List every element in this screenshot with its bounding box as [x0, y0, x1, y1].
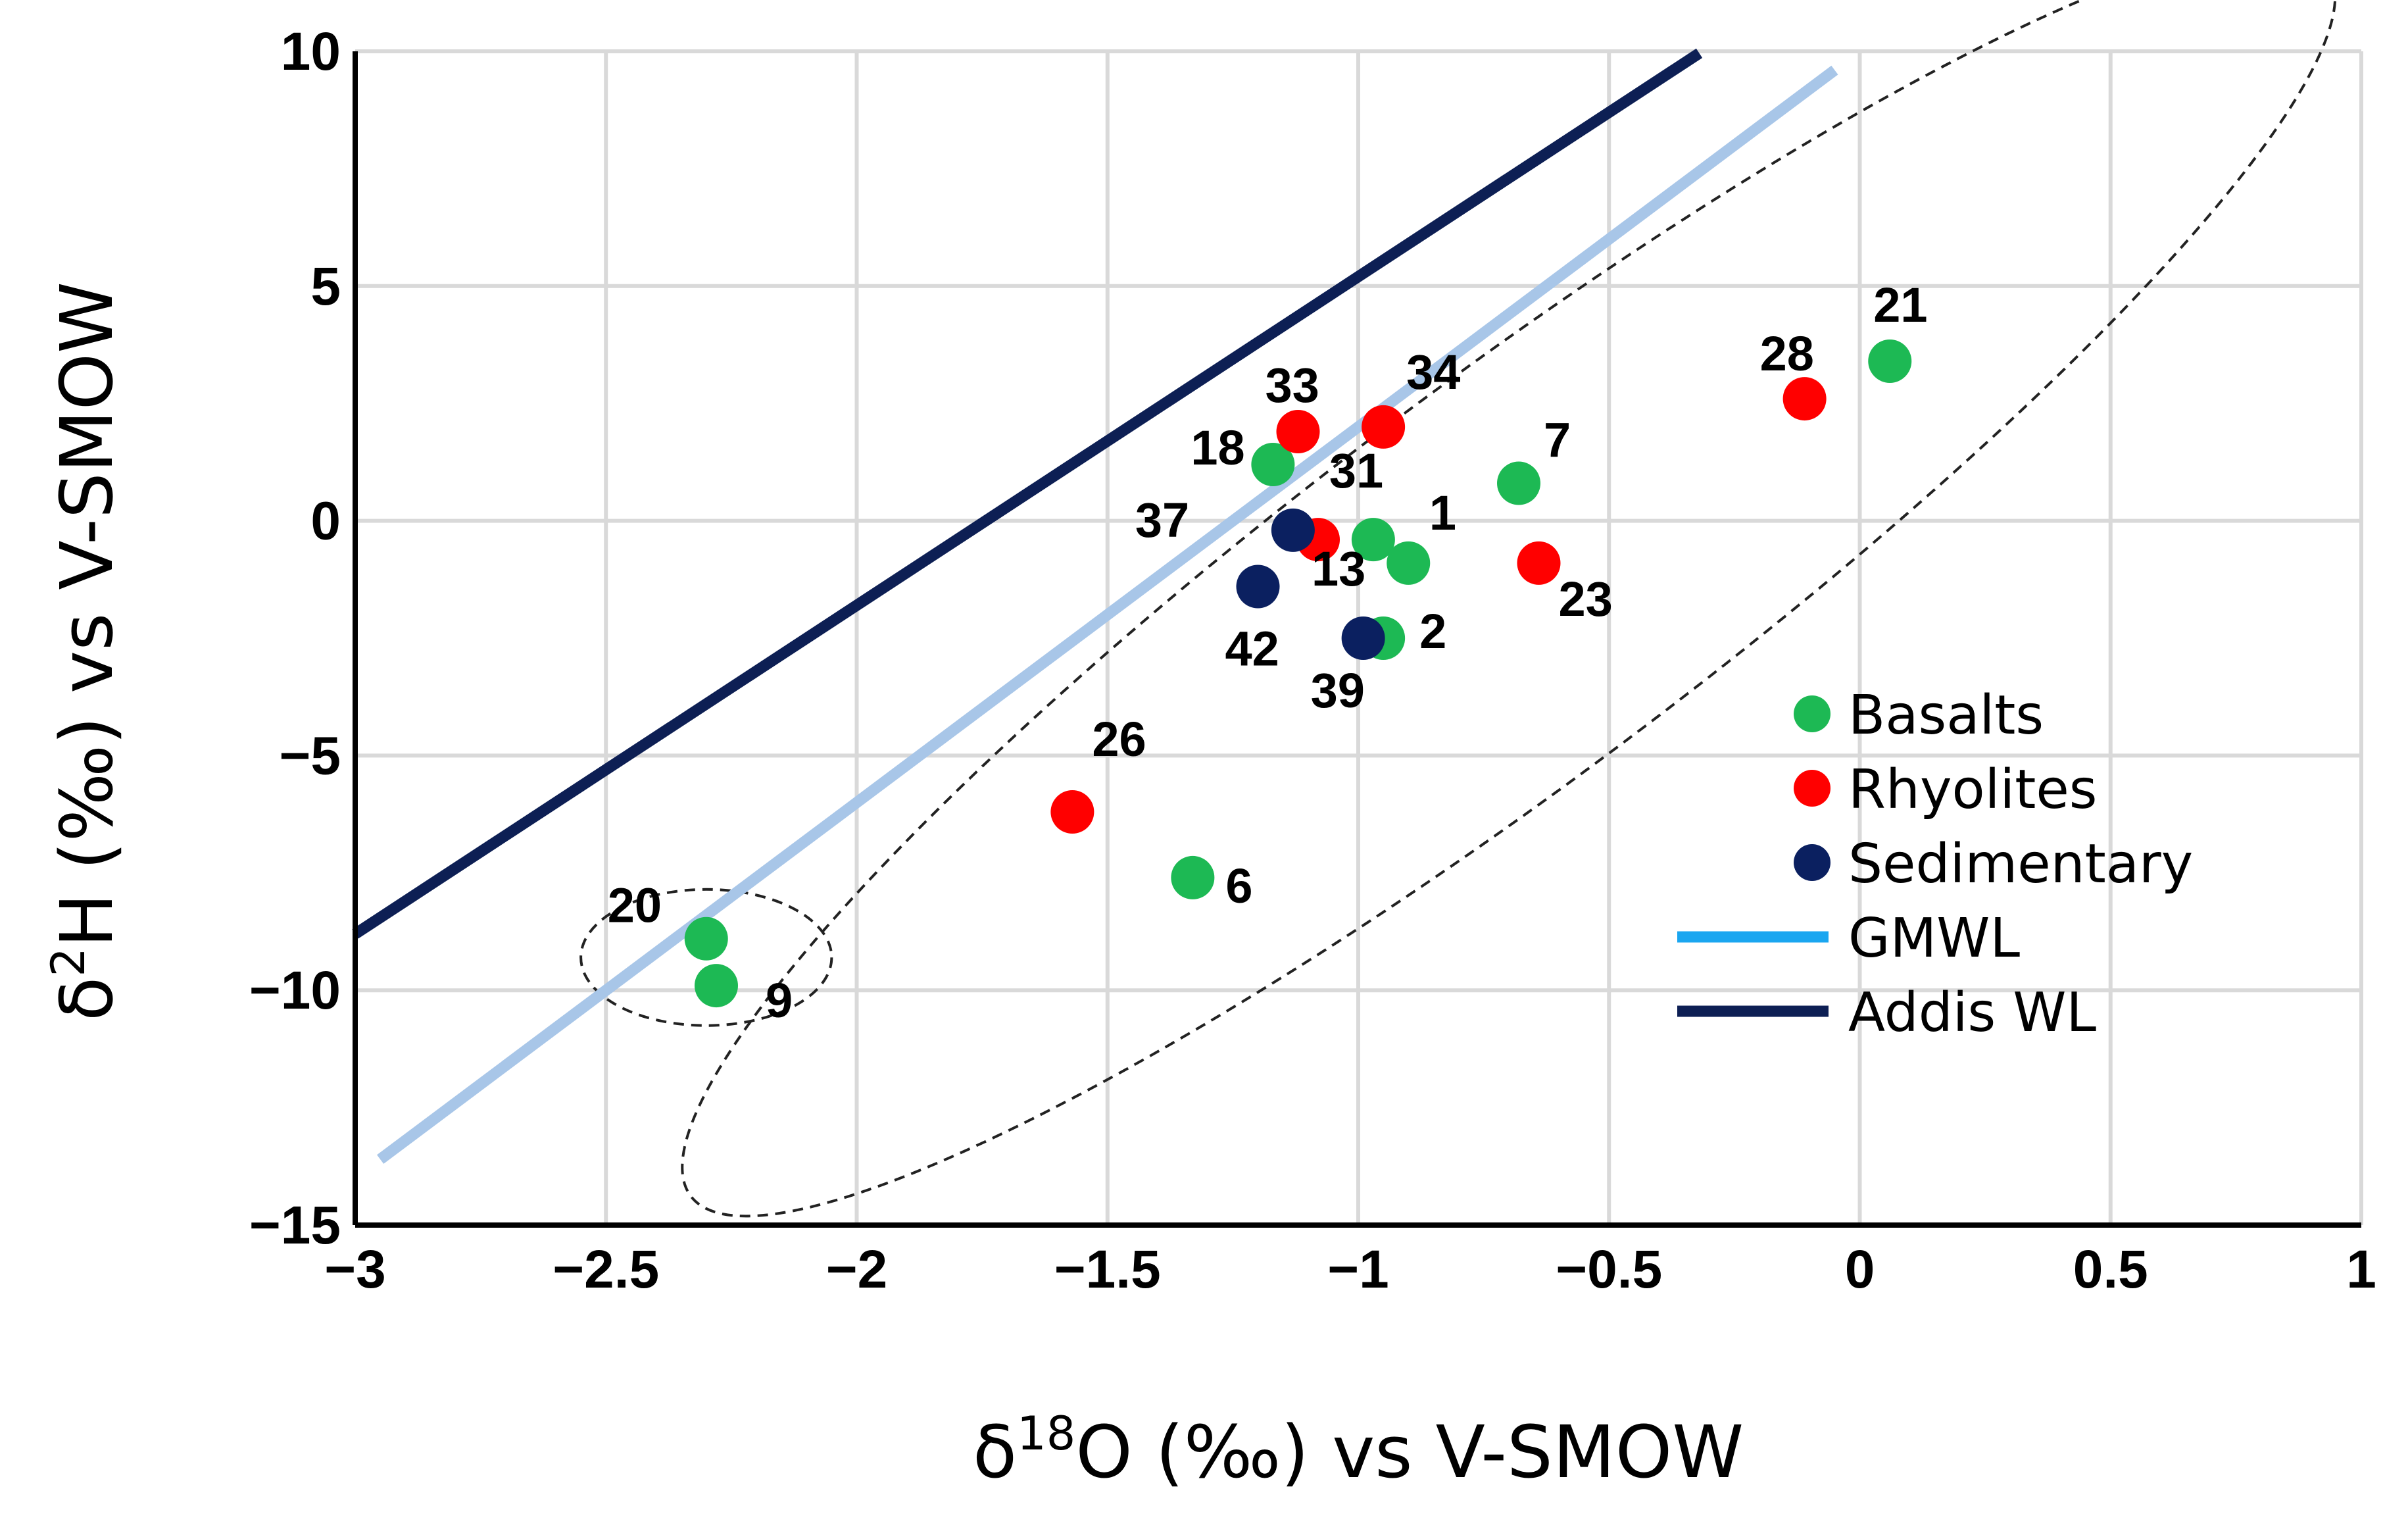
point-basalts-7 — [1497, 461, 1540, 505]
point-rhyolites-34 — [1362, 405, 1406, 449]
x-axis-title: δ18O (‰) vs V-SMOW — [973, 1407, 1744, 1494]
point-label-28: 28 — [1760, 326, 1814, 381]
point-label-26: 26 — [1092, 712, 1146, 766]
x-tick-label: −2.5 — [553, 1240, 659, 1299]
legend-marker-basalts — [1794, 695, 1831, 732]
legend-marker-sedimentary — [1794, 844, 1831, 881]
x-tick-label: 0 — [1845, 1240, 1875, 1299]
y-tick-label: 0 — [310, 491, 341, 551]
x-tick-label: −0.5 — [1556, 1240, 1662, 1299]
point-basalts-18 — [1251, 442, 1295, 486]
point-label-37: 37 — [1135, 493, 1189, 547]
point-basalts — [1387, 541, 1431, 585]
legend-label-addis-wl: Addis WL — [1848, 982, 2096, 1044]
legend-marker-rhyolites — [1794, 770, 1831, 807]
point-label-13: 13 — [1312, 541, 1365, 596]
x-tick-label: −1 — [1327, 1240, 1389, 1299]
x-tick-label: 1 — [2346, 1240, 2376, 1299]
point-basalts-20 — [684, 917, 728, 961]
point-basalts-9 — [695, 964, 738, 1008]
line-gmwl — [377, 65, 1838, 1164]
axes — [353, 51, 2361, 1228]
legend: Basalts Rhyolites Sedimentary GMWL Addis WL — [1677, 684, 2193, 1044]
point-rhyolites-33 — [1276, 410, 1320, 454]
point-basalts-1 — [1351, 518, 1395, 562]
legend-label-gmwl: GMWL — [1848, 907, 2020, 970]
y-tick-label: 5 — [310, 257, 341, 316]
point-label-20: 20 — [608, 878, 662, 933]
cluster-ellipse-low-cluster — [579, 888, 833, 1027]
cluster-ellipses — [579, 0, 2337, 1218]
point-label-1: 1 — [1429, 486, 1456, 540]
point-label-7: 7 — [1544, 413, 1571, 468]
data-points — [684, 339, 1912, 1008]
point-sedimentary-31 — [1271, 508, 1315, 552]
point-basalts-21 — [1868, 339, 1912, 383]
point-label-2: 2 — [1419, 604, 1446, 659]
point-label-42: 42 — [1225, 622, 1279, 676]
point-rhyolites-28 — [1782, 377, 1827, 421]
x-tick-label: −1.5 — [1054, 1240, 1161, 1299]
y-tick-labels: −15 −10 −5 0 5 10 — [249, 22, 341, 1255]
x-tick-labels: −3 −2.5 −2 −1.5 −1 −0.5 0 0.5 1 — [324, 1240, 2376, 1299]
y-tick-label: −10 — [249, 961, 341, 1020]
point-label-18: 18 — [1191, 420, 1244, 475]
legend-label-basalts: Basalts — [1848, 684, 2044, 747]
point-label-6: 6 — [1225, 859, 1252, 913]
y-tick-label: −15 — [249, 1195, 341, 1255]
point-rhyolites-23 — [1517, 541, 1561, 585]
point-label-31: 31 — [1329, 443, 1383, 498]
point-label-39: 39 — [1311, 663, 1365, 718]
point-basalts-6 — [1171, 855, 1215, 899]
x-tick-label: 0.5 — [2073, 1240, 2148, 1299]
point-sedimentary-39 — [1341, 616, 1385, 660]
cluster-ellipse-main-cluster — [681, 0, 2337, 1218]
y-tick-label: 10 — [281, 22, 341, 82]
legend-label-rhyolites: Rhyolites — [1848, 759, 2098, 821]
point-label-23: 23 — [1559, 572, 1613, 626]
point-label-9: 9 — [766, 973, 793, 1028]
legend-label-sedimentary: Sedimentary — [1848, 833, 2193, 895]
point-label-33: 33 — [1265, 358, 1319, 413]
point-sedimentary-42 — [1236, 565, 1280, 609]
point-label-21: 21 — [1873, 278, 1927, 332]
x-tick-label: −2 — [826, 1240, 888, 1299]
line-addis-wl — [352, 48, 1703, 939]
point-rhyolites-26 — [1050, 790, 1094, 834]
point-label-34: 34 — [1406, 345, 1460, 399]
y-axis-title: δ2H (‰) vs V-SMOW — [41, 282, 129, 1021]
water-lines — [352, 48, 1838, 1164]
y-tick-label: −5 — [280, 726, 341, 786]
x-tick-label: −3 — [324, 1240, 386, 1299]
